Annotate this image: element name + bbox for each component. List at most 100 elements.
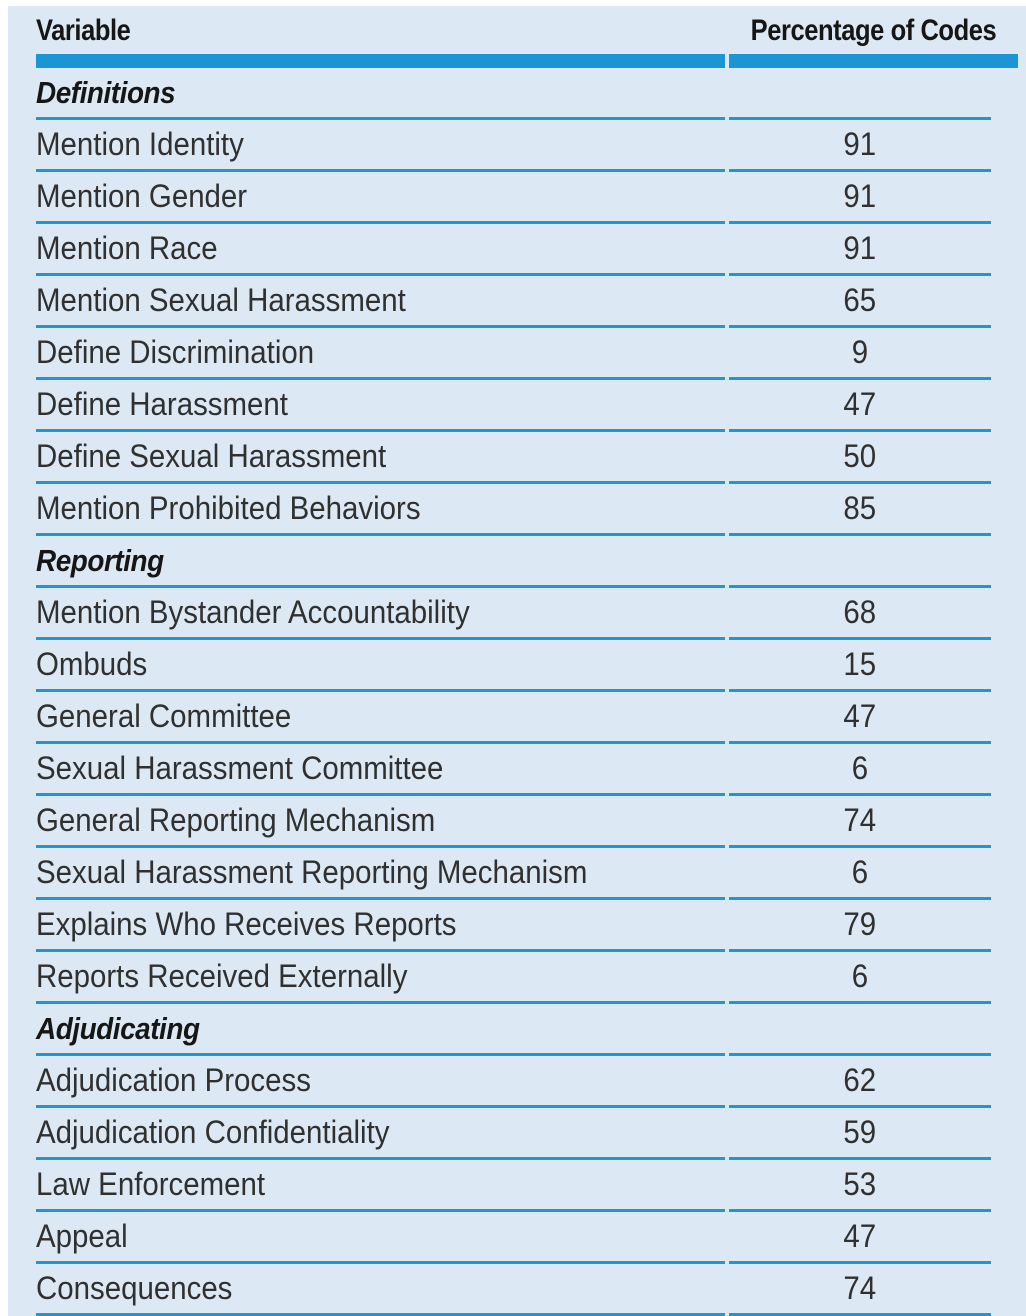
percentage-cell: 47 bbox=[729, 1212, 991, 1264]
section-title: Adjudicating bbox=[36, 1010, 200, 1046]
percentage-cell: 65 bbox=[729, 276, 991, 328]
table-row: Define Discrimination 9 bbox=[36, 328, 991, 380]
row-label: Mention Identity bbox=[36, 126, 244, 162]
row-label: Define Discrimination bbox=[36, 334, 315, 370]
row-label: Define Sexual Harassment bbox=[36, 438, 387, 474]
variable-cell: Mention Bystander Accountability bbox=[36, 588, 725, 640]
table-row: Reports Received Externally 6 bbox=[36, 952, 991, 1004]
table-row: Appeal 47 bbox=[36, 1212, 991, 1264]
variable-cell: Sexual Harassment Committee bbox=[36, 744, 725, 796]
variable-cell: Mention Gender bbox=[36, 172, 725, 224]
row-value: 50 bbox=[843, 438, 877, 474]
column-header-variable: Variable bbox=[36, 6, 725, 68]
variable-cell: Ombuds bbox=[36, 640, 725, 692]
row-label: Define Harassment bbox=[36, 386, 288, 422]
section-empty-cell bbox=[729, 1004, 991, 1056]
percentage-cell: 53 bbox=[729, 1160, 991, 1212]
table-row: General Committee 47 bbox=[36, 692, 991, 744]
variable-cell: Mention Prohibited Behaviors bbox=[36, 484, 725, 536]
variable-cell: Adjudication Process bbox=[36, 1056, 725, 1108]
percentage-cell: 6 bbox=[729, 744, 991, 796]
variable-cell: Consequences bbox=[36, 1264, 725, 1316]
row-value: 6 bbox=[851, 958, 869, 994]
column-header-percentage: Percentage of Codes bbox=[729, 6, 1018, 68]
section-title: Reporting bbox=[36, 542, 164, 578]
row-label: Mention Gender bbox=[36, 178, 248, 214]
section-title-cell: Definitions bbox=[36, 68, 725, 120]
row-value: 59 bbox=[843, 1114, 877, 1150]
percentage-cell: 74 bbox=[729, 796, 991, 848]
row-label: Mention Sexual Harassment bbox=[36, 282, 406, 318]
row-value: 91 bbox=[843, 126, 877, 162]
table-row: Adjudication Process 62 bbox=[36, 1056, 991, 1108]
row-label: Adjudication Confidentiality bbox=[36, 1114, 390, 1150]
table-row: General Reporting Mechanism 74 bbox=[36, 796, 991, 848]
percentage-cell: 74 bbox=[729, 1264, 991, 1316]
row-value: 74 bbox=[843, 802, 877, 838]
percentage-cell: 59 bbox=[729, 1108, 991, 1160]
percentage-cell: 91 bbox=[729, 120, 991, 172]
table-row: Mention Race 91 bbox=[36, 224, 991, 276]
percentage-cell: 91 bbox=[729, 172, 991, 224]
table-header-row: Variable Percentage of Codes bbox=[36, 6, 1018, 68]
table-row: Consequences 74 bbox=[36, 1264, 991, 1316]
section-header-row: Reporting bbox=[36, 536, 991, 588]
row-label: Adjudication Process bbox=[36, 1062, 311, 1098]
table-row: Ombuds 15 bbox=[36, 640, 991, 692]
variable-cell: General Committee bbox=[36, 692, 725, 744]
row-value: 85 bbox=[843, 490, 877, 526]
variable-cell: Reports Received Externally bbox=[36, 952, 725, 1004]
variable-cell: General Reporting Mechanism bbox=[36, 796, 725, 848]
row-value: 68 bbox=[843, 594, 877, 630]
row-value: 79 bbox=[843, 906, 877, 942]
row-label: Sexual Harassment Committee bbox=[36, 750, 444, 786]
percentage-cell: 6 bbox=[729, 848, 991, 900]
row-label: Consequences bbox=[36, 1270, 233, 1306]
row-value: 62 bbox=[843, 1062, 877, 1098]
table-row: Sexual Harassment Reporting Mechanism 6 bbox=[36, 848, 991, 900]
row-value: 65 bbox=[843, 282, 877, 318]
row-label: Ombuds bbox=[36, 646, 148, 682]
row-value: 9 bbox=[851, 334, 869, 370]
section-empty-cell bbox=[729, 68, 991, 120]
variable-cell: Define Sexual Harassment bbox=[36, 432, 725, 484]
row-value: 15 bbox=[843, 646, 877, 682]
table-row: Law Enforcement 53 bbox=[36, 1160, 991, 1212]
column-header-variable-label: Variable bbox=[36, 14, 131, 47]
row-label: Law Enforcement bbox=[36, 1166, 266, 1202]
row-value: 6 bbox=[851, 750, 869, 786]
variable-cell: Sexual Harassment Reporting Mechanism bbox=[36, 848, 725, 900]
percentage-cell: 68 bbox=[729, 588, 991, 640]
section-title: Definitions bbox=[36, 74, 176, 110]
section-title-cell: Adjudicating bbox=[36, 1004, 725, 1056]
table-row: Mention Identity 91 bbox=[36, 120, 991, 172]
variable-cell: Mention Identity bbox=[36, 120, 725, 172]
row-value: 47 bbox=[843, 386, 877, 422]
row-value: 47 bbox=[843, 698, 877, 734]
table-row: Mention Bystander Accountability 68 bbox=[36, 588, 991, 640]
section-empty-cell bbox=[729, 536, 991, 588]
percentage-cell: 79 bbox=[729, 900, 991, 952]
variable-cell: Appeal bbox=[36, 1212, 725, 1264]
table-row: Explains Who Receives Reports 79 bbox=[36, 900, 991, 952]
section-header-row: Definitions bbox=[36, 68, 991, 120]
variable-cell: Mention Sexual Harassment bbox=[36, 276, 725, 328]
percentage-cell: 47 bbox=[729, 380, 991, 432]
row-value: 74 bbox=[843, 1270, 877, 1306]
table-row: Mention Gender 91 bbox=[36, 172, 991, 224]
row-label: Mention Race bbox=[36, 230, 218, 266]
table-row: Mention Prohibited Behaviors 85 bbox=[36, 484, 991, 536]
percentage-cell: 62 bbox=[729, 1056, 991, 1108]
row-label: Mention Bystander Accountability bbox=[36, 594, 470, 630]
table-row: Define Harassment 47 bbox=[36, 380, 991, 432]
table-body: Definitions Mention Identity 91 Mention … bbox=[36, 68, 991, 1316]
percentage-cell: 50 bbox=[729, 432, 991, 484]
section-title-cell: Reporting bbox=[36, 536, 725, 588]
variable-cell: Law Enforcement bbox=[36, 1160, 725, 1212]
row-label: Appeal bbox=[36, 1218, 128, 1254]
variable-cell: Mention Race bbox=[36, 224, 725, 276]
row-value: 47 bbox=[843, 1218, 877, 1254]
variable-cell: Define Harassment bbox=[36, 380, 725, 432]
row-label: Explains Who Receives Reports bbox=[36, 906, 457, 942]
row-label: General Reporting Mechanism bbox=[36, 802, 436, 838]
